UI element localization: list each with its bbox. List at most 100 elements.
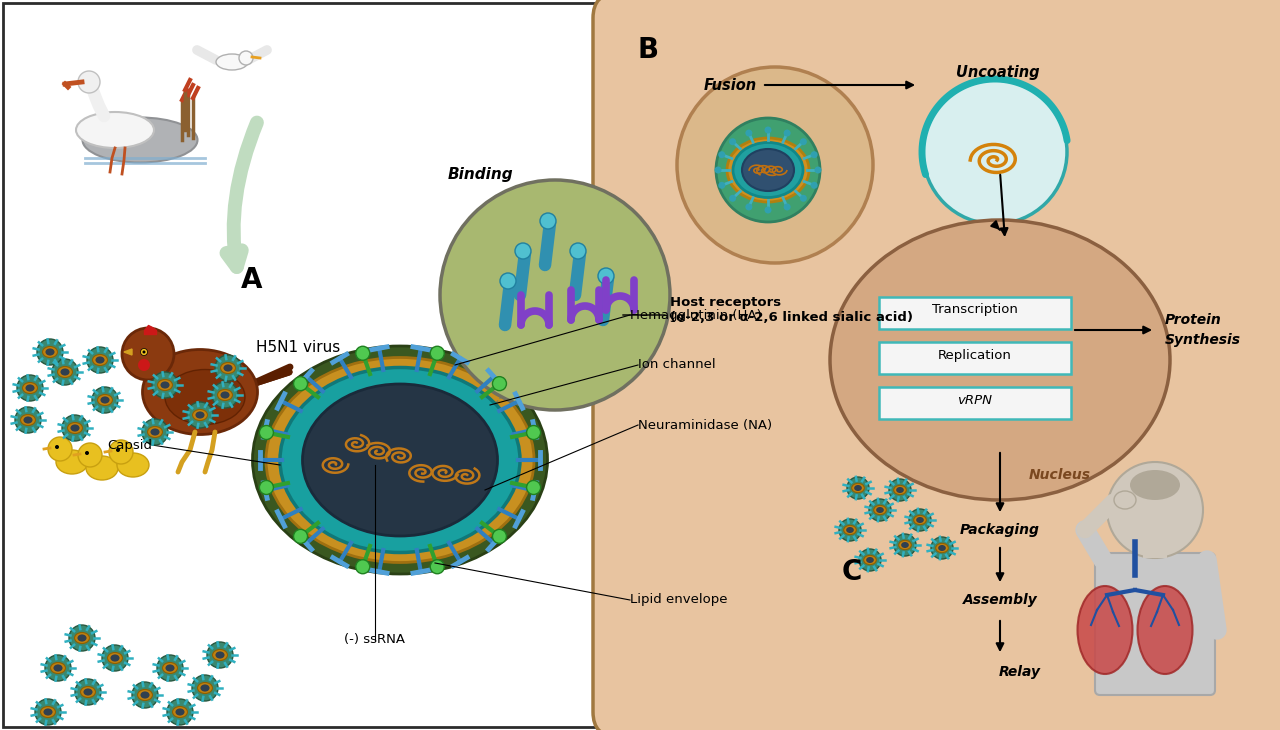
Text: Replication: Replication <box>938 348 1012 361</box>
Circle shape <box>847 477 869 499</box>
Circle shape <box>570 243 586 259</box>
Ellipse shape <box>876 507 884 513</box>
Ellipse shape <box>44 708 52 715</box>
Circle shape <box>212 382 238 408</box>
Ellipse shape <box>1130 470 1180 500</box>
Circle shape <box>718 182 726 189</box>
Text: Lipid envelope: Lipid envelope <box>630 593 727 607</box>
Text: Assembly: Assembly <box>963 593 1037 607</box>
Circle shape <box>745 129 753 137</box>
Text: A: A <box>241 266 262 294</box>
Ellipse shape <box>224 364 233 372</box>
Circle shape <box>55 445 59 449</box>
Ellipse shape <box>97 394 113 406</box>
Circle shape <box>166 699 193 725</box>
Circle shape <box>92 387 118 413</box>
Ellipse shape <box>26 385 35 391</box>
Ellipse shape <box>201 685 210 691</box>
Circle shape <box>931 537 954 559</box>
Ellipse shape <box>215 651 224 658</box>
Ellipse shape <box>727 138 809 202</box>
Circle shape <box>783 129 791 137</box>
Circle shape <box>35 699 61 725</box>
Ellipse shape <box>733 142 803 198</box>
Ellipse shape <box>844 526 856 534</box>
Ellipse shape <box>212 650 228 661</box>
Circle shape <box>78 71 100 93</box>
Text: Ion channel: Ion channel <box>637 358 716 372</box>
Text: Protein: Protein <box>1165 313 1221 327</box>
Polygon shape <box>124 349 132 355</box>
Circle shape <box>61 415 88 441</box>
Ellipse shape <box>216 54 248 70</box>
Circle shape <box>838 519 861 541</box>
Circle shape <box>730 138 736 145</box>
Ellipse shape <box>867 557 874 563</box>
Ellipse shape <box>893 485 906 495</box>
Circle shape <box>260 480 274 494</box>
Text: Transcription: Transcription <box>932 304 1018 317</box>
Ellipse shape <box>192 410 207 420</box>
Circle shape <box>356 560 370 574</box>
Ellipse shape <box>56 450 88 474</box>
Circle shape <box>138 359 150 371</box>
Ellipse shape <box>92 355 108 366</box>
Circle shape <box>890 479 911 501</box>
Text: Nucleus: Nucleus <box>1029 468 1091 482</box>
Text: C: C <box>842 558 863 586</box>
Ellipse shape <box>196 412 205 418</box>
Circle shape <box>810 182 818 189</box>
Ellipse shape <box>74 632 90 644</box>
Ellipse shape <box>23 383 37 393</box>
Text: Capsid: Capsid <box>108 439 152 451</box>
Ellipse shape <box>54 664 63 672</box>
Circle shape <box>157 655 183 681</box>
Ellipse shape <box>157 380 173 391</box>
FancyBboxPatch shape <box>879 297 1071 329</box>
FancyBboxPatch shape <box>1094 553 1215 695</box>
Circle shape <box>526 426 540 439</box>
Circle shape <box>800 138 806 145</box>
Text: (-) ssRNA: (-) ssRNA <box>344 634 406 647</box>
Circle shape <box>187 402 212 428</box>
Circle shape <box>923 80 1068 224</box>
Circle shape <box>909 509 931 531</box>
Ellipse shape <box>854 485 861 491</box>
Text: Packaging: Packaging <box>960 523 1039 537</box>
Ellipse shape <box>163 663 178 674</box>
Text: Fusion: Fusion <box>704 77 756 93</box>
Ellipse shape <box>141 691 150 699</box>
Text: Uncoating: Uncoating <box>956 64 1039 80</box>
Ellipse shape <box>81 686 96 698</box>
Circle shape <box>132 682 157 708</box>
Circle shape <box>49 437 72 461</box>
Circle shape <box>15 407 41 433</box>
Text: Host receptors
(α-2,3 or α-2,6 linked sialic acid): Host receptors (α-2,3 or α-2,6 linked si… <box>669 296 913 324</box>
Circle shape <box>859 549 881 571</box>
Ellipse shape <box>147 426 163 437</box>
Ellipse shape <box>165 369 244 425</box>
Circle shape <box>718 151 726 158</box>
Ellipse shape <box>110 654 119 661</box>
Ellipse shape <box>58 366 73 377</box>
Ellipse shape <box>78 634 87 642</box>
Circle shape <box>764 126 772 134</box>
Circle shape <box>764 207 772 213</box>
Ellipse shape <box>851 483 864 493</box>
Ellipse shape <box>41 707 55 718</box>
Ellipse shape <box>914 515 927 525</box>
Circle shape <box>440 180 669 410</box>
Circle shape <box>500 273 516 289</box>
Ellipse shape <box>218 390 233 401</box>
Text: Neuraminidase (NA): Neuraminidase (NA) <box>637 418 772 431</box>
Circle shape <box>52 359 78 385</box>
Ellipse shape <box>916 517 924 523</box>
Text: H5N1 virus: H5N1 virus <box>256 340 340 356</box>
Ellipse shape <box>829 220 1170 500</box>
Text: B: B <box>637 36 659 64</box>
Circle shape <box>526 480 540 494</box>
Circle shape <box>102 645 128 671</box>
Circle shape <box>540 213 556 229</box>
Ellipse shape <box>864 556 877 565</box>
Ellipse shape <box>1078 586 1133 674</box>
